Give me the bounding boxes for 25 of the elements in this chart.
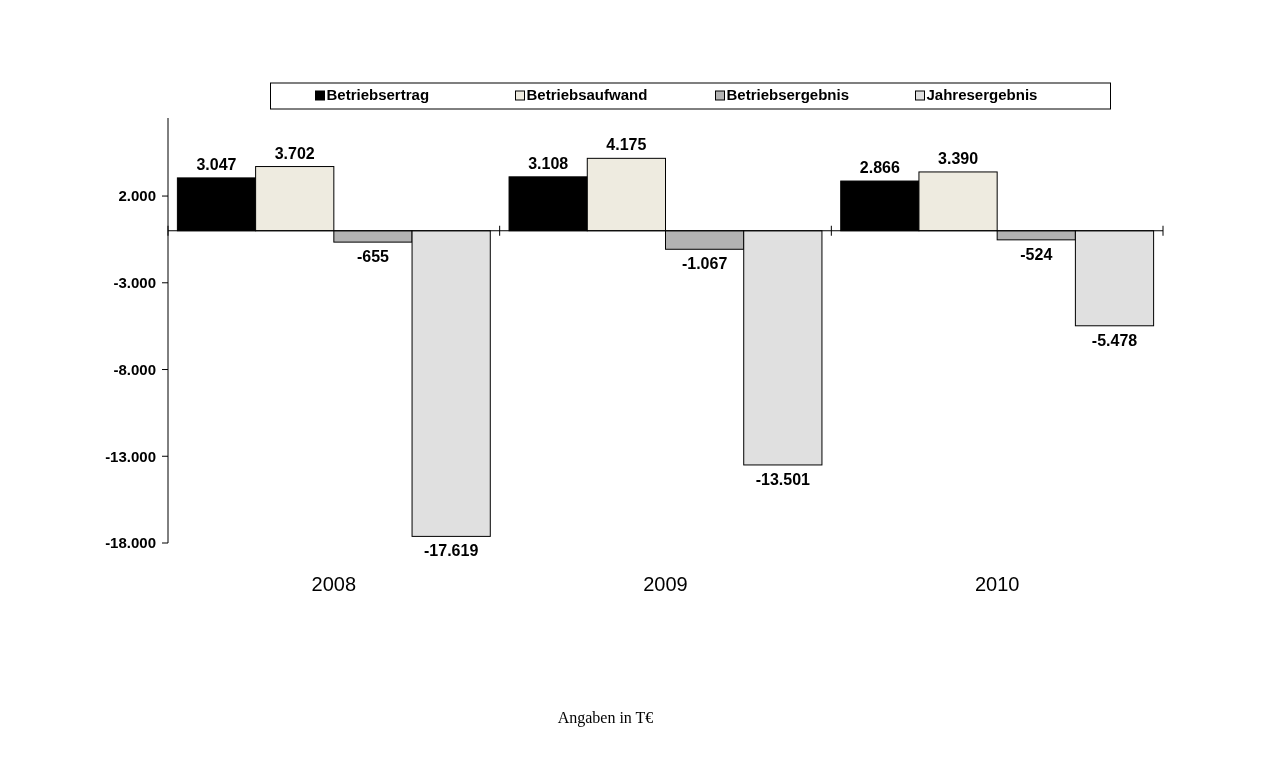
y-tick-label: -13.000 [105,447,156,465]
data-label: -524 [1020,245,1053,263]
data-label: 3.108 [528,154,569,172]
legend-label: Jahresergebnis [926,86,1038,103]
y-tick-label: -8.000 [113,360,156,378]
data-label: 4.175 [606,136,647,154]
data-label: 3.390 [938,149,979,167]
x-tick-label: 2008 [311,573,357,595]
legend-label: Betriebsergebnis [726,86,850,103]
legend-label: Betriebsertrag [326,86,430,103]
data-label: -13.501 [755,470,811,488]
x-tick-label: 2010 [974,573,1020,595]
data-label: -17.619 [424,542,479,560]
y-tick-label: -3.000 [113,274,156,292]
data-label: -5.478 [1091,331,1138,349]
data-label: 2.866 [859,159,900,177]
text: Angaben in T€ [557,709,654,727]
y-tick-label: 2.000 [118,187,156,205]
data-label: 3.047 [196,155,237,173]
data-label: 3.702 [274,144,315,162]
y-tick-label: -18.000 [105,534,156,552]
data-label: -1.067 [681,255,728,273]
legend-label: Betriebsaufwand [526,86,648,103]
data-label: -655 [356,248,390,266]
x-tick-label: 2009 [643,573,688,595]
